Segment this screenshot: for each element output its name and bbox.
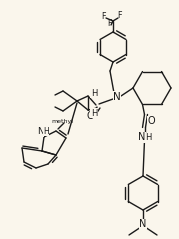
Text: F: F	[117, 11, 121, 20]
Text: N: N	[138, 132, 145, 142]
Text: N: N	[113, 92, 121, 102]
Text: H: H	[43, 126, 49, 136]
Text: H: H	[145, 133, 152, 142]
Text: N: N	[37, 127, 43, 136]
Text: O: O	[86, 111, 94, 121]
Text: F: F	[107, 18, 111, 27]
Text: O: O	[148, 116, 155, 126]
Text: H: H	[91, 109, 97, 118]
Text: H: H	[91, 88, 97, 98]
Text: F: F	[101, 11, 105, 21]
Text: methyl: methyl	[51, 119, 73, 124]
Text: N: N	[139, 219, 147, 229]
